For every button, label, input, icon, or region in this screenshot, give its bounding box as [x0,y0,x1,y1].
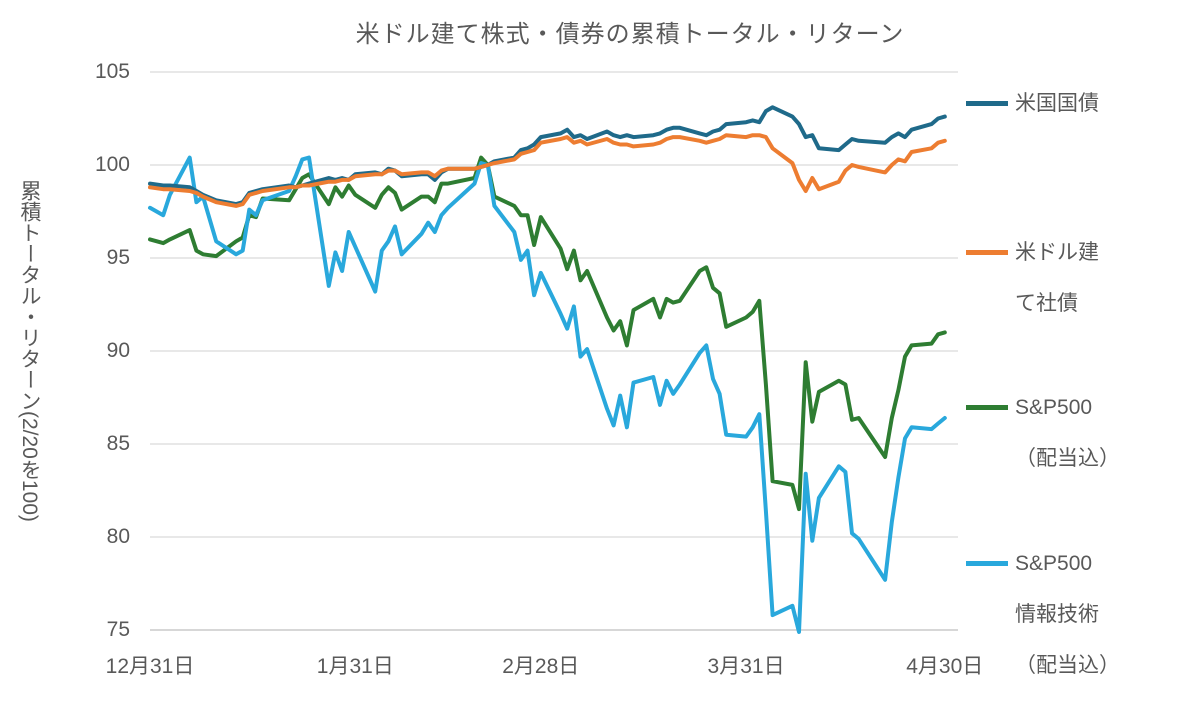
legend-item-us-treasury: 米国国債 [966,78,1099,129]
legend-swatch-usd-corp-bond [966,250,1008,255]
series-line-sp500-it [148,155,947,634]
series-line-sp500 [148,155,947,512]
x-tick-label-0: 12月31日 [105,655,195,678]
legend-label-usd-corp-bond: 米ドル建 て社債 [1015,241,1099,315]
y-axis-title: 累積トータル・リターン(2/20を100) [18,180,41,522]
legend-label-sp500-it: S&P500 情報技術 （配当込） [1015,552,1120,677]
legend-item-usd-corp-bond: 米ドル建 て社債 [966,227,1099,329]
y-tick-label-80: 80 [106,525,130,548]
x-tick-label-2: 2月28日 [502,655,580,678]
y-tick-label-85: 85 [106,432,130,455]
x-tick-label-1: 1月31日 [316,655,394,678]
legend-swatch-sp500 [966,405,1008,410]
y-tick-label-75: 75 [106,618,130,641]
chart-title: 米ドル建て株式・債券の累積トータル・リターン [355,21,905,48]
series-line-usd-corp-bond [148,133,947,208]
legend-label-us-treasury: 米国国債 [1015,92,1099,115]
legend-item-sp500-it: S&P500 情報技術 （配当込） [966,538,1120,691]
legend-label-sp500: S&P500 （配当込） [1015,396,1120,470]
y-tick-label-105: 105 [94,60,130,83]
legend-item-sp500: S&P500 （配当込） [966,382,1120,484]
y-tick-label-95: 95 [106,246,130,269]
legend-swatch-sp500-it [966,561,1008,566]
x-tick-label-4: 4月30日 [906,655,984,678]
y-tick-label-100: 100 [94,153,130,176]
legend-swatch-us-treasury [966,101,1008,106]
y-tick-label-90: 90 [106,339,130,362]
x-tick-label-3: 3月31日 [707,655,785,678]
